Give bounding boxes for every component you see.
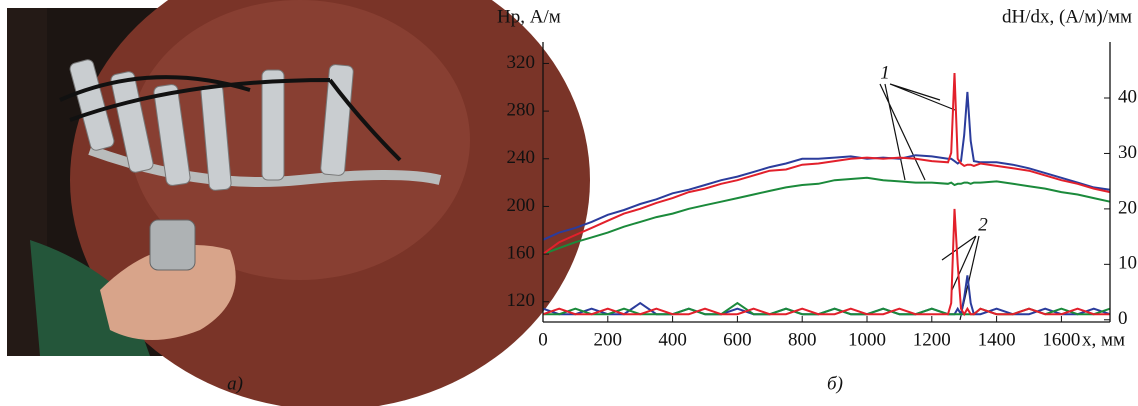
y2-tick-label: 30 (1118, 142, 1137, 163)
chart-caption: б) (827, 373, 843, 394)
y2-tick-label: 10 (1118, 253, 1137, 274)
y-axis-label: Hр, А/м (497, 6, 561, 27)
annotation: 1 (880, 62, 890, 83)
y-tick-label: 240 (507, 147, 536, 168)
x-tick-label: 1400 (978, 329, 1016, 350)
series-line (542, 72, 1111, 255)
x-tick-label: 800 (788, 329, 817, 350)
y-tick-label: 120 (507, 290, 536, 311)
x-tick-label: 1200 (913, 329, 951, 350)
photo-caption: а) (227, 373, 243, 394)
series-line (542, 208, 1110, 317)
y2-tick-label: 40 (1118, 86, 1137, 107)
x-tick-label: 400 (658, 329, 687, 350)
x-tick-label: 1600 (1042, 329, 1080, 350)
x-tick-label: 200 (594, 329, 623, 350)
y-tick-label: 200 (507, 195, 536, 216)
series-line (542, 275, 1111, 317)
x-tick-label: 0 (538, 329, 548, 350)
x-tick-label: 600 (723, 329, 752, 350)
x-axis-label: x, мм (1082, 329, 1125, 350)
y-tick-label: 280 (507, 99, 536, 120)
y2-tick-label: 0 (1118, 308, 1128, 329)
y2-axis-label: dH/dx, (А/м)/мм (1002, 6, 1132, 27)
x-tick-label: 1000 (848, 329, 886, 350)
y-tick-label: 160 (507, 242, 536, 263)
y2-tick-label: 20 (1118, 197, 1137, 218)
annotation: 2 (978, 214, 988, 235)
series-line (542, 176, 1111, 256)
annotation-pointers (879, 83, 980, 321)
y-tick-label: 320 (507, 52, 536, 73)
series-line (542, 91, 1111, 241)
photo (7, 0, 590, 406)
